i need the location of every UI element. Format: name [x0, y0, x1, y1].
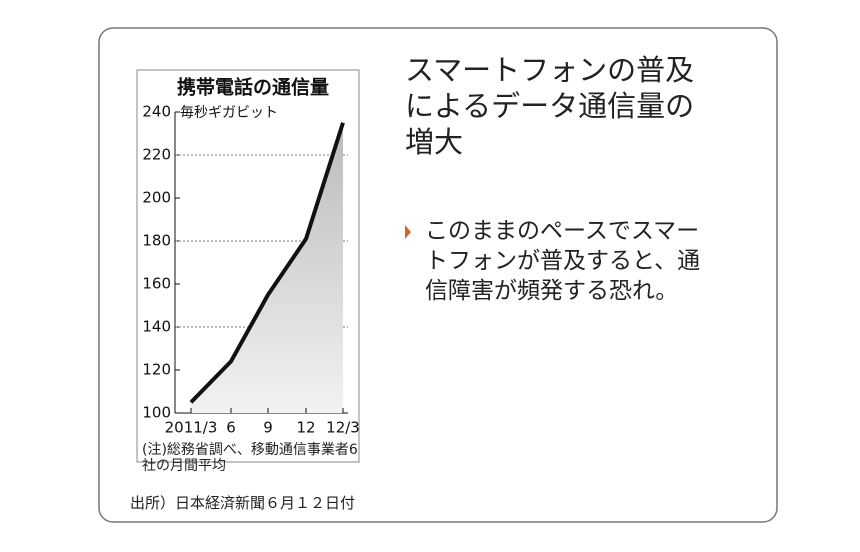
x-tick-label: 12 — [296, 419, 315, 437]
y-tick-label: 200 — [142, 189, 171, 207]
bullet-marker — [405, 225, 411, 239]
unit-label: 毎秒ギガビット — [180, 105, 278, 121]
x-tick-label: 6 — [226, 419, 236, 437]
chart-title: 携帯電話の通信量 — [177, 76, 329, 99]
y-tick-label: 160 — [142, 275, 171, 293]
slide-heading: スマートフォンの普及によるデータ通信量の増大 — [405, 53, 695, 159]
y-tick-label: 140 — [142, 318, 171, 336]
x-tick-label: 9 — [263, 419, 273, 437]
source: 出所）日本経済新聞６月１２日付 — [130, 494, 356, 512]
y-tick-label: 120 — [142, 361, 171, 379]
area — [191, 122, 343, 413]
x-tick-label: 2011/3 — [165, 419, 218, 437]
y-tick-label: 220 — [142, 146, 171, 164]
bullet-text: このままのペースでスマートフォンが普及すると、通信障害が頻発する恐れ。 — [425, 218, 701, 304]
x-tick-label: 12/3 — [326, 419, 360, 437]
y-tick-label: 180 — [142, 232, 171, 250]
chart-note: (注)総務省調べ、移動通信事業者6社の月間平均 — [142, 442, 358, 474]
y-tick-label: 240 — [142, 103, 171, 121]
line — [189, 122, 345, 404]
y-tick-label: 100 — [142, 404, 171, 422]
